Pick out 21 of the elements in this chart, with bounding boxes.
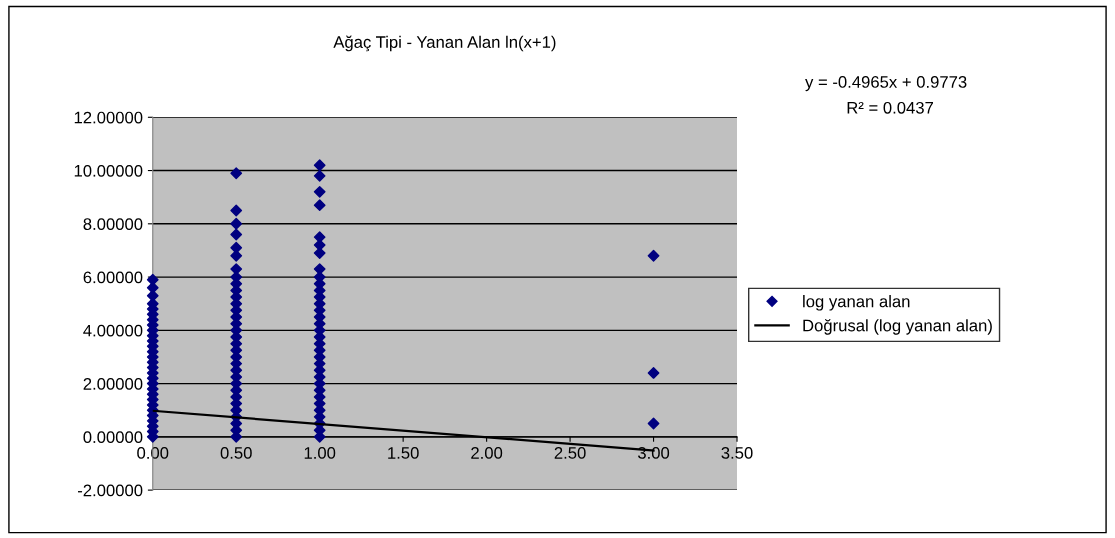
text: R² = 0.0437 [847,101,934,114]
x-tick-label: 3.50 [721,447,753,459]
x-tick-label: 3.00 [637,447,670,459]
y-tick-label: 8.00000 [83,218,143,231]
x-tick-label: 0.00 [137,447,169,459]
x-tick-label: 2.00 [471,447,503,459]
legend-label: log yanan alan [803,295,910,311]
y-tick-label: 12.00000 [74,111,143,124]
x-tick-label: 2.50 [554,447,586,459]
y-tick-label: 2.00000 [83,378,143,390]
y-tick-label: 0.00000 [83,431,143,444]
y-tick-label: 10.00000 [74,164,143,177]
x-tick-label: 1.50 [388,447,419,459]
x-tick-label: 0.50 [220,447,252,459]
legend-label: Doğrusal (log yanan alan) [803,318,992,335]
chart-title: Ağaç Tipi - Yanan Alan ln(x+1) [333,35,556,52]
y-tick-label: 6.00000 [83,271,143,284]
x-tick-label: 1.00 [304,447,336,459]
text: y = -0.4965x + 0.9773 [805,76,967,92]
y-tick-label: -2.00000 [77,484,143,497]
y-tick-label: 4.00000 [83,324,143,337]
